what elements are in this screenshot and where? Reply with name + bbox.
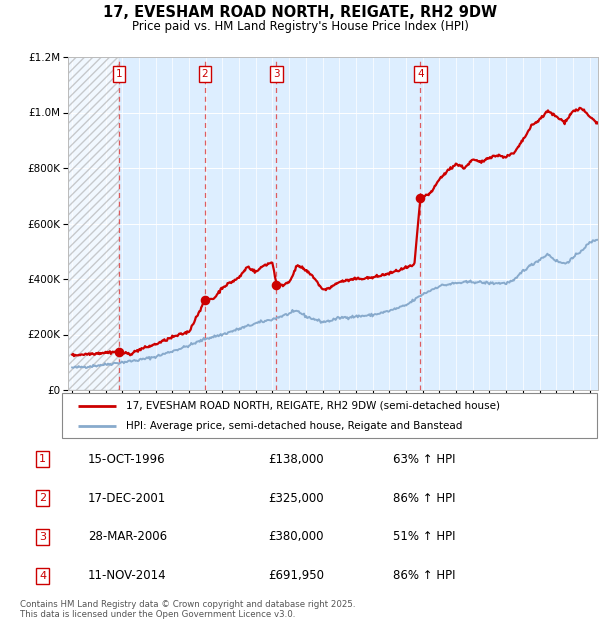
Text: 17, EVESHAM ROAD NORTH, REIGATE, RH2 9DW (semi-detached house): 17, EVESHAM ROAD NORTH, REIGATE, RH2 9DW… xyxy=(126,401,500,410)
Text: 3: 3 xyxy=(39,532,46,542)
Text: 2: 2 xyxy=(202,69,208,79)
Text: 28-MAR-2006: 28-MAR-2006 xyxy=(88,530,167,543)
Text: £325,000: £325,000 xyxy=(269,492,324,505)
Text: 86% ↑ HPI: 86% ↑ HPI xyxy=(393,492,455,505)
Point xyxy=(416,193,425,203)
Text: £138,000: £138,000 xyxy=(269,453,324,466)
Text: 86% ↑ HPI: 86% ↑ HPI xyxy=(393,569,455,582)
Text: £380,000: £380,000 xyxy=(269,530,324,543)
Bar xyxy=(68,57,119,390)
FancyBboxPatch shape xyxy=(62,393,597,438)
Text: 17, EVESHAM ROAD NORTH, REIGATE, RH2 9DW: 17, EVESHAM ROAD NORTH, REIGATE, RH2 9DW xyxy=(103,5,497,20)
Text: 3: 3 xyxy=(273,69,280,79)
Text: £691,950: £691,950 xyxy=(269,569,325,582)
Text: 63% ↑ HPI: 63% ↑ HPI xyxy=(393,453,455,466)
Point xyxy=(200,295,210,305)
Text: 51% ↑ HPI: 51% ↑ HPI xyxy=(393,530,455,543)
Text: 1: 1 xyxy=(115,69,122,79)
Text: 4: 4 xyxy=(417,69,424,79)
Text: 15-OCT-1996: 15-OCT-1996 xyxy=(88,453,166,466)
Point xyxy=(114,347,124,356)
Text: 2: 2 xyxy=(39,493,46,503)
Text: 17-DEC-2001: 17-DEC-2001 xyxy=(88,492,166,505)
Text: Price paid vs. HM Land Registry's House Price Index (HPI): Price paid vs. HM Land Registry's House … xyxy=(131,20,469,33)
Text: 1: 1 xyxy=(39,454,46,464)
Point xyxy=(272,280,281,290)
Text: 11-NOV-2014: 11-NOV-2014 xyxy=(88,569,166,582)
Text: Contains HM Land Registry data © Crown copyright and database right 2025.
This d: Contains HM Land Registry data © Crown c… xyxy=(20,600,355,619)
Text: HPI: Average price, semi-detached house, Reigate and Banstead: HPI: Average price, semi-detached house,… xyxy=(126,422,463,432)
Text: 4: 4 xyxy=(39,570,46,580)
